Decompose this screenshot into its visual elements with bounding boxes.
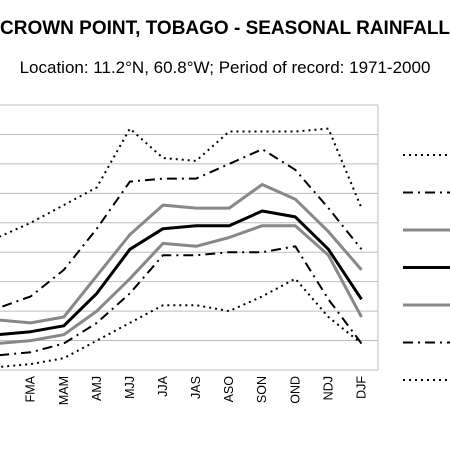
x-tick-label: OND [288,376,302,404]
plot-lines [0,127,363,368]
series-line [0,183,363,325]
x-tick-label: SON [255,376,269,403]
x-tick-label: AMJ [90,376,104,401]
x-tick-label: DJF [354,376,368,399]
chart-subtitle: Location: 11.2°N, 60.8°W; Period of reco… [19,58,431,77]
legend [403,154,450,381]
chart-title: CROWN POINT, TOBAGO - SEASONAL RAINFALL [0,18,450,39]
series-line [0,209,363,336]
series-line [0,148,363,309]
x-tick-label: JAS [189,376,203,399]
x-tick-label: FMA [24,375,38,402]
x-axis-tick-labels: FMA MAM AMJ MJJ JJA JAS ASO SON OND NDJ DJF [24,375,369,405]
x-tick-label: NDJ [321,376,335,400]
x-tick-label: MJJ [123,376,137,399]
series-line [0,224,363,345]
grid-lines [0,104,379,371]
x-tick-label: MAM [57,376,71,405]
series-line [0,277,363,368]
series-line [0,245,363,357]
x-tick-label: ASO [222,376,236,403]
x-tick-label: JJA [156,375,170,397]
